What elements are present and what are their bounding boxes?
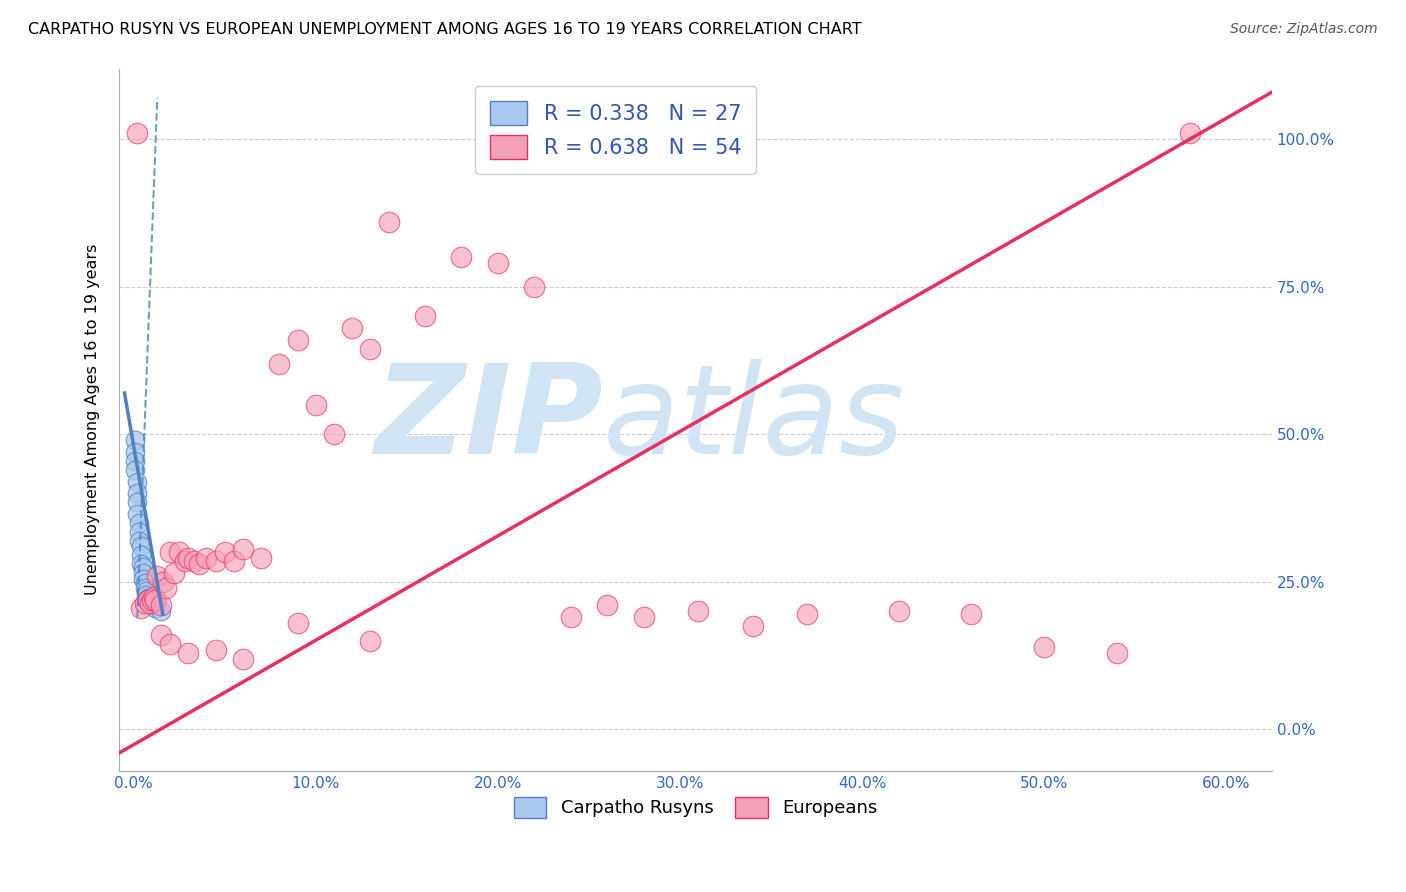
Point [377,215,399,229]
Point [127,507,149,521]
Point [139,595,162,609]
Point [596,599,619,613]
Point [136,592,159,607]
Point [128,533,150,548]
Point [287,333,309,347]
Point [135,588,157,602]
Point [359,633,381,648]
Point [124,463,146,477]
Point [177,646,200,660]
Point [145,601,167,615]
Point [523,280,546,294]
Point [204,642,226,657]
Point [129,540,152,554]
Point [163,566,186,580]
Point [128,524,150,539]
Point [159,545,181,559]
Point [124,445,146,459]
Point [134,581,156,595]
Point [159,637,181,651]
Point [141,599,163,613]
Point [135,583,157,598]
Point [741,619,763,633]
Point [167,545,190,559]
Point [142,590,165,604]
Point [269,357,291,371]
Text: CARPATHO RUSYN VS EUROPEAN UNEMPLOYMENT AMONG AGES 16 TO 19 YEARS CORRELATION CH: CARPATHO RUSYN VS EUROPEAN UNEMPLOYMENT … [28,22,862,37]
Text: atlas: atlas [603,359,905,480]
Point [149,628,172,642]
Point [1033,640,1056,654]
Point [177,551,200,566]
Point [155,581,177,595]
Text: ZIP: ZIP [374,359,603,480]
Point [305,398,328,412]
Point [486,256,509,270]
Point [1107,646,1129,660]
Point [887,604,910,618]
Point [222,554,245,568]
Point [124,454,146,468]
Point [450,250,472,264]
Point [136,591,159,606]
Point [132,572,155,586]
Point [323,427,346,442]
Point [129,601,152,615]
Point [146,569,169,583]
Point [141,595,163,609]
Point [128,516,150,530]
Point [132,560,155,574]
Y-axis label: Unemployment Among Ages 16 to 19 years: Unemployment Among Ages 16 to 19 years [86,244,100,595]
Point [232,651,254,665]
Point [141,592,163,607]
Point [633,610,655,624]
Legend: Carpatho Rusyns, Europeans: Carpatho Rusyns, Europeans [506,789,884,825]
Point [149,604,172,618]
Point [149,599,172,613]
Point [139,593,162,607]
Point [195,551,218,566]
Text: Source: ZipAtlas.com: Source: ZipAtlas.com [1230,22,1378,37]
Point [960,607,983,622]
Point [214,545,236,559]
Point [127,495,149,509]
Point [1178,127,1201,141]
Point [134,576,156,591]
Point [152,574,174,589]
Point [132,566,155,580]
Point [688,604,710,618]
Point [796,607,818,622]
Point [124,434,146,448]
Point [183,554,205,568]
Point [287,616,309,631]
Point [340,321,363,335]
Point [127,486,149,500]
Point [127,475,149,489]
Point [188,557,211,571]
Point [129,557,152,571]
Point [173,554,195,568]
Point [145,592,167,607]
Point [204,554,226,568]
Point [232,542,254,557]
Point [560,610,582,624]
Point [129,549,152,563]
Point [413,310,436,324]
Point [134,595,156,609]
Point [250,551,273,566]
Point [359,342,381,356]
Point [127,127,149,141]
